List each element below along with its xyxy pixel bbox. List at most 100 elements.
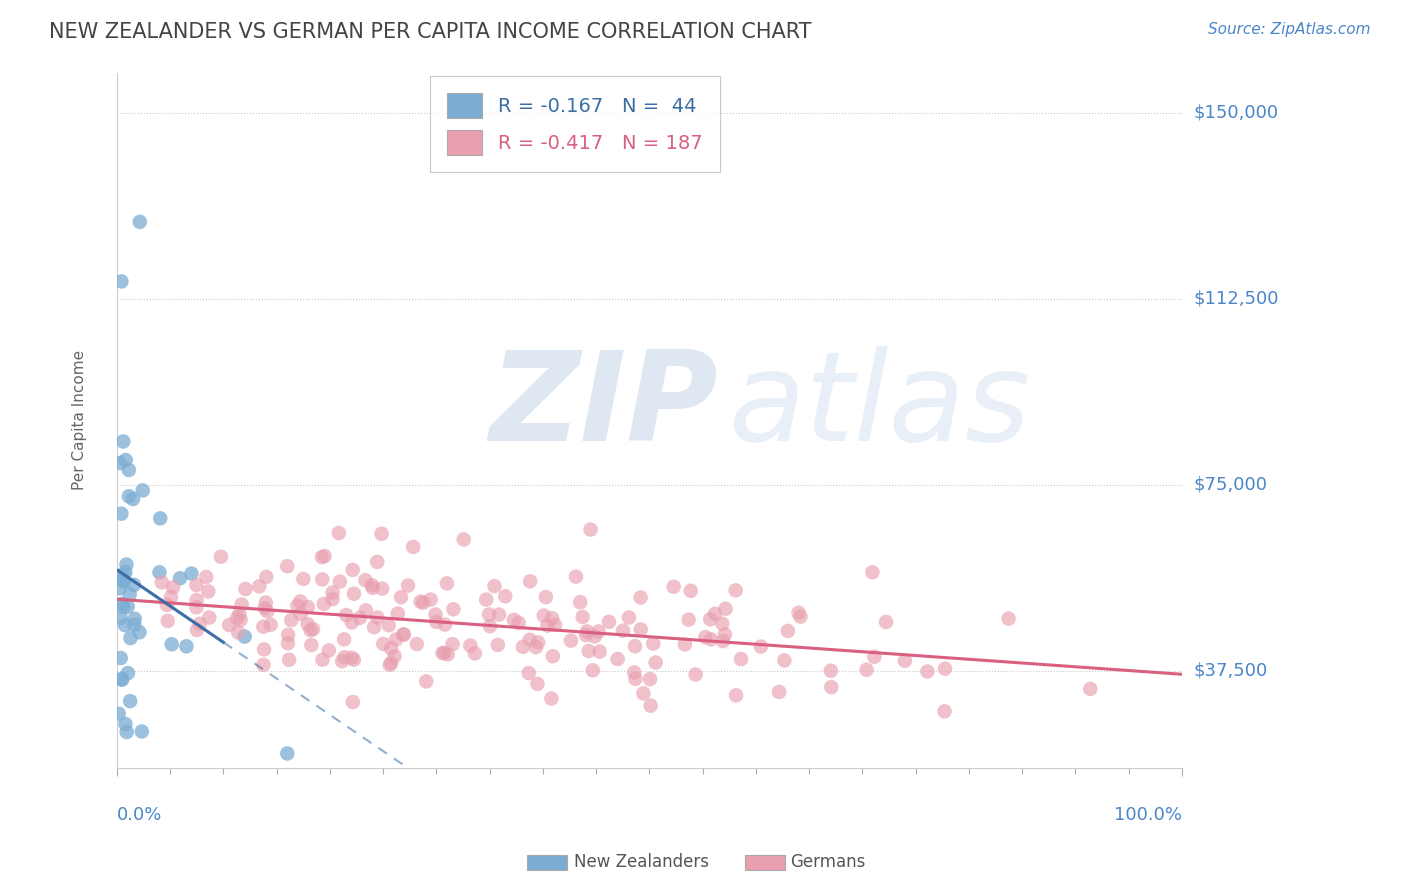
Point — [380, 641, 402, 656]
Point — [343, 587, 366, 601]
Point — [186, 593, 208, 607]
Point — [124, 612, 146, 626]
Point — [434, 617, 457, 632]
Point — [711, 616, 734, 631]
Point — [820, 680, 842, 694]
Point — [644, 656, 666, 670]
Point — [354, 603, 377, 617]
Point — [820, 664, 842, 678]
Point — [464, 646, 486, 660]
Point — [340, 650, 363, 665]
Point — [617, 610, 640, 624]
Point — [311, 653, 333, 667]
Point — [117, 599, 139, 614]
Point — [118, 489, 141, 503]
Point — [502, 613, 524, 627]
Point — [703, 607, 725, 621]
Point — [662, 580, 685, 594]
Point — [934, 662, 956, 676]
Point — [110, 610, 132, 624]
Point — [254, 595, 277, 609]
Point — [231, 598, 253, 612]
Point — [276, 559, 298, 574]
Point — [475, 592, 498, 607]
Point — [160, 637, 183, 651]
Point — [917, 665, 939, 679]
Point — [333, 650, 356, 665]
Point — [302, 622, 325, 636]
Point — [768, 685, 790, 699]
Point — [419, 592, 441, 607]
Point — [787, 606, 810, 620]
Point — [624, 640, 647, 654]
Point — [623, 665, 645, 680]
Point — [606, 652, 628, 666]
Point — [478, 607, 501, 622]
Point — [299, 638, 322, 652]
Point — [484, 579, 506, 593]
Point — [110, 507, 132, 521]
Text: Germans: Germans — [790, 853, 866, 871]
Point — [488, 607, 510, 622]
Point — [863, 649, 886, 664]
Point — [695, 630, 717, 644]
Point — [673, 637, 696, 651]
Point — [519, 632, 541, 647]
Point — [524, 640, 547, 655]
Point — [120, 631, 142, 645]
Point — [156, 614, 179, 628]
Text: $112,500: $112,500 — [1194, 290, 1278, 308]
Point — [486, 638, 509, 652]
Point — [371, 582, 394, 596]
Point — [534, 590, 557, 604]
Point — [512, 640, 534, 654]
Point — [342, 695, 364, 709]
Point — [312, 597, 335, 611]
Point — [253, 601, 276, 615]
Point — [330, 654, 353, 668]
Point — [425, 615, 447, 629]
Text: Per Capita Income: Per Capita Income — [72, 351, 87, 491]
Point — [576, 624, 599, 639]
Point — [773, 653, 796, 667]
Point — [436, 647, 458, 661]
Point — [579, 523, 602, 537]
Point — [789, 609, 811, 624]
Point — [311, 550, 333, 565]
Point — [679, 583, 702, 598]
Point — [115, 558, 138, 572]
Point — [415, 674, 437, 689]
Point — [277, 628, 299, 642]
Point — [776, 624, 799, 638]
Point — [560, 633, 582, 648]
Point — [373, 637, 395, 651]
Point — [855, 663, 877, 677]
Point — [297, 599, 319, 614]
Point — [749, 640, 772, 654]
Point — [280, 613, 302, 627]
Point — [378, 657, 401, 672]
Text: 0.0%: 0.0% — [117, 805, 162, 824]
Point — [494, 589, 516, 603]
Point — [527, 635, 550, 649]
Point — [186, 623, 208, 637]
Point — [699, 612, 721, 626]
Point — [349, 611, 371, 625]
Point — [114, 565, 136, 579]
Point — [318, 643, 340, 657]
Point — [519, 574, 541, 589]
Text: ZIP: ZIP — [489, 346, 718, 467]
Point — [517, 666, 540, 681]
Point — [578, 644, 600, 658]
Point — [329, 574, 352, 589]
Point — [226, 611, 249, 625]
Point — [149, 511, 172, 525]
Point — [112, 573, 135, 587]
Point — [112, 599, 135, 614]
Point — [322, 592, 344, 607]
Point — [228, 607, 250, 621]
Point — [361, 578, 384, 592]
Point — [536, 618, 558, 632]
Point — [229, 613, 252, 627]
Point — [110, 651, 132, 665]
